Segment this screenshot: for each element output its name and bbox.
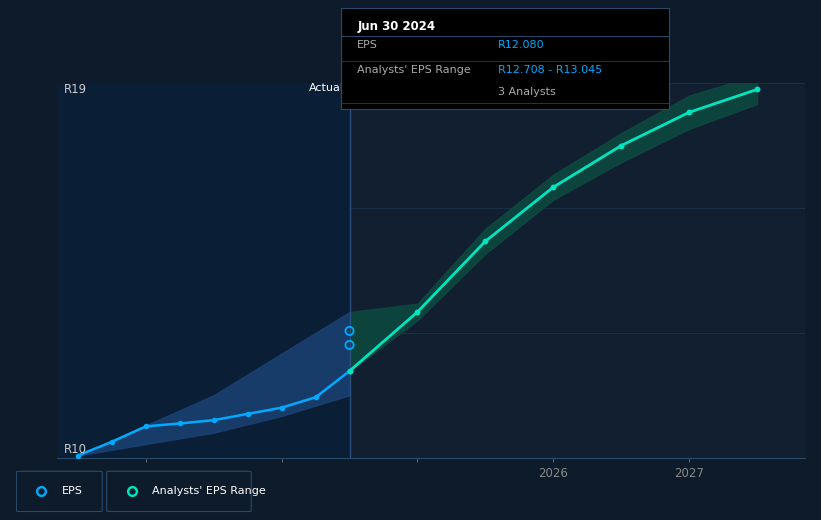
- Point: [479, 237, 492, 245]
- Point: [750, 85, 764, 94]
- Point: [71, 451, 85, 460]
- Point: [682, 108, 695, 116]
- Point: [105, 438, 118, 446]
- Point: [343, 367, 356, 375]
- Text: EPS: EPS: [62, 486, 82, 497]
- Text: R12.080: R12.080: [498, 40, 545, 50]
- FancyBboxPatch shape: [107, 471, 251, 512]
- Point: [207, 416, 220, 424]
- Point: [615, 141, 628, 150]
- Text: Actual: Actual: [309, 83, 344, 93]
- Text: Analysts Forecasts: Analysts Forecasts: [355, 83, 459, 93]
- Text: Analysts' EPS Range: Analysts' EPS Range: [152, 486, 266, 497]
- FancyBboxPatch shape: [16, 471, 103, 512]
- Text: R12.708 - R13.045: R12.708 - R13.045: [498, 64, 603, 74]
- Text: R10: R10: [64, 443, 87, 456]
- Point: [173, 419, 186, 427]
- Point: [547, 183, 560, 191]
- Point: [140, 422, 153, 431]
- Point: [410, 308, 424, 316]
- Text: 3 Analysts: 3 Analysts: [498, 87, 556, 97]
- Text: R19: R19: [64, 83, 87, 96]
- Point: [241, 410, 255, 418]
- Text: EPS: EPS: [357, 40, 378, 50]
- Point: [309, 393, 322, 401]
- Point: [343, 367, 356, 375]
- Point: [275, 404, 288, 412]
- Text: Jun 30 2024: Jun 30 2024: [357, 20, 435, 33]
- Text: Analysts' EPS Range: Analysts' EPS Range: [357, 64, 471, 74]
- Bar: [57, 83, 350, 458]
- Point: [343, 327, 356, 335]
- Point: [343, 341, 356, 349]
